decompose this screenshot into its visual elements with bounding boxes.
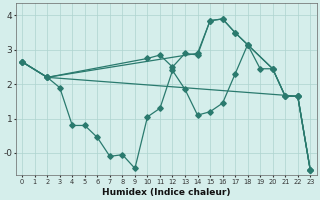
X-axis label: Humidex (Indice chaleur): Humidex (Indice chaleur) — [102, 188, 230, 197]
